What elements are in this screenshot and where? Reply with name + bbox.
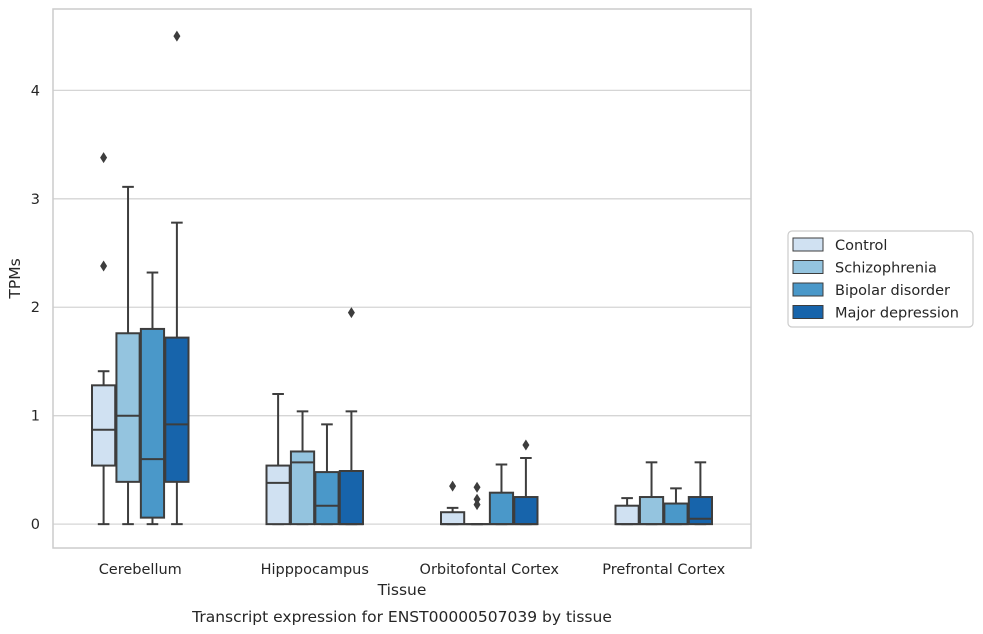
box xyxy=(91,384,117,467)
legend-item: Control xyxy=(792,237,887,254)
box xyxy=(663,502,689,526)
x-axis-label: Tissue xyxy=(377,581,427,599)
x-tick-label: Hipppocampus xyxy=(261,562,369,578)
y-tick-label: 3 xyxy=(31,192,40,208)
box-plot xyxy=(513,439,539,526)
box-plot xyxy=(464,481,490,526)
x-tick-label: Cerebellum xyxy=(99,562,182,578)
box-plot xyxy=(289,410,316,526)
outlier-point xyxy=(100,152,108,164)
box-plot xyxy=(638,461,665,526)
y-tick-label: 0 xyxy=(31,517,40,533)
box-plot xyxy=(115,185,141,526)
box xyxy=(265,464,291,526)
box xyxy=(488,491,515,526)
x-tick-label: Prefrontal Cortex xyxy=(602,562,725,578)
box xyxy=(139,327,166,519)
box-plots xyxy=(91,30,713,526)
outlier-point xyxy=(473,493,481,505)
box-plot xyxy=(687,461,713,526)
x-axis-ticks: Cerebellum Hipppocampus Orbitofontal Corte… xyxy=(99,562,726,578)
box xyxy=(687,496,713,526)
x-tick-label: Orbitofontal Cortex xyxy=(420,562,560,578)
legend-swatch xyxy=(792,305,824,319)
legend-label: Control xyxy=(835,238,887,254)
y-tick-label: 1 xyxy=(31,409,40,425)
box-plot xyxy=(614,497,640,526)
legend-swatch xyxy=(792,260,824,274)
box-plot xyxy=(440,480,466,526)
box xyxy=(513,496,539,526)
box-plot xyxy=(139,271,166,526)
box xyxy=(164,336,190,483)
box-plot xyxy=(488,463,515,526)
box-plot xyxy=(91,152,117,526)
box-plot xyxy=(663,487,689,526)
outlier-point xyxy=(173,30,181,42)
box xyxy=(638,496,665,526)
legend: Control Schizophrenia Bipolar disorder Majo… xyxy=(787,230,974,328)
chart-caption: Transcript expression for ENST0000050703… xyxy=(191,608,612,626)
box xyxy=(440,511,466,526)
legend-item: Bipolar disorder xyxy=(792,282,950,299)
box xyxy=(314,471,340,526)
legend-swatch xyxy=(792,237,824,252)
box xyxy=(614,504,640,526)
y-tick-label: 2 xyxy=(31,300,40,316)
legend-swatch xyxy=(792,282,824,297)
legend-frame xyxy=(787,230,974,328)
legend-label: Major depression xyxy=(835,306,959,322)
y-axis-label: TPMs xyxy=(6,258,24,299)
y-axis-ticks: 0 1 2 3 4 xyxy=(31,83,40,533)
box-plot xyxy=(265,393,291,526)
y-tick-label: 4 xyxy=(31,83,40,99)
outlier-point xyxy=(449,480,457,492)
outlier-point xyxy=(522,439,530,451)
box xyxy=(289,450,316,526)
box-plot xyxy=(164,30,190,526)
box xyxy=(115,332,141,483)
outlier-point xyxy=(347,307,355,319)
legend-label: Bipolar disorder xyxy=(835,283,950,299)
legend-item: Major depression xyxy=(792,305,959,322)
box-plot xyxy=(314,423,340,526)
legend-item: Schizophrenia xyxy=(792,260,937,277)
box xyxy=(338,470,364,526)
legend-label: Schizophrenia xyxy=(835,261,937,277)
outlier-point xyxy=(100,260,108,272)
outlier-point xyxy=(473,481,481,493)
plot-frame xyxy=(52,8,752,549)
box-plot xyxy=(338,307,364,526)
